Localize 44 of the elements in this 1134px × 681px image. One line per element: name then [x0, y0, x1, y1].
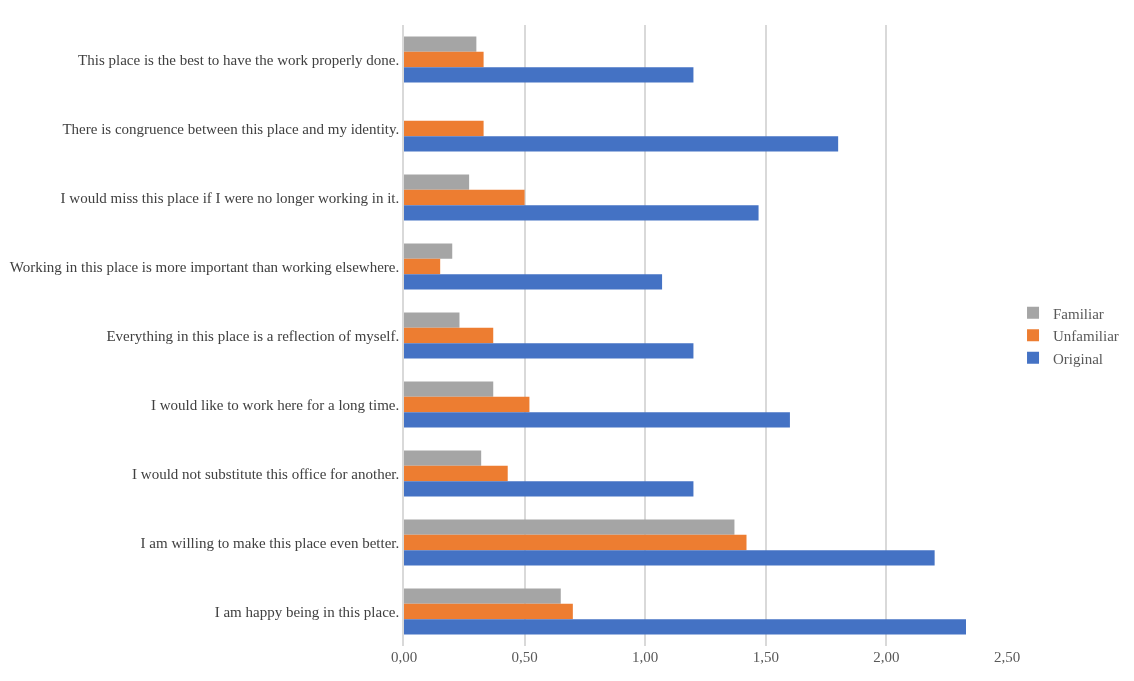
- bar: [404, 619, 966, 635]
- bar: [404, 603, 573, 620]
- bar: [404, 519, 735, 535]
- bar: [404, 189, 525, 206]
- legend-label: Original: [1053, 350, 1104, 367]
- bar: [404, 51, 484, 68]
- y-tick-label: I would miss this place if I were no longer working in it.: [60, 189, 400, 206]
- bar: [404, 550, 935, 566]
- bar: [404, 67, 694, 83]
- bar: [404, 120, 484, 137]
- x-tick-label: 1,50: [752, 649, 779, 665]
- bar: [404, 481, 694, 497]
- bar: [404, 381, 494, 397]
- bar: [404, 465, 508, 482]
- y-tick-label: This place is the best to have the work properly done.: [78, 51, 400, 68]
- y-tick-label: I am willing to make this place even better.: [140, 534, 400, 551]
- bar: [404, 534, 747, 551]
- bar: [404, 174, 470, 190]
- y-tick-label: Everything in this place is a reflection of myself.: [106, 327, 400, 344]
- y-tick-label: Working in this place is more important than working elsewhere.: [9, 258, 400, 275]
- bar: [404, 312, 460, 328]
- bar: [404, 258, 441, 275]
- x-tick-label: 0,00: [390, 649, 418, 665]
- x-tick-label: 1,00: [632, 649, 659, 665]
- bar: [404, 136, 839, 152]
- x-tick-label: 2,50: [993, 649, 1021, 665]
- bar: [404, 450, 482, 466]
- legend-label: Unfamiliar: [1053, 328, 1119, 345]
- bar: [404, 396, 530, 413]
- x-tick-label: 2,00: [873, 649, 900, 665]
- y-tick-label: There is congruence between this place and my identity.: [62, 120, 400, 137]
- x-tick-label: 0,50: [511, 649, 538, 665]
- bar: [404, 327, 494, 344]
- y-tick-label: I am happy being in this place.: [214, 603, 400, 620]
- y-tick-label: I would not substitute this office for another.: [132, 465, 400, 482]
- bar: [404, 588, 561, 604]
- bar: [404, 343, 694, 359]
- bar: [404, 412, 790, 428]
- legend-label: Familiar: [1053, 305, 1104, 322]
- bar: [404, 36, 477, 52]
- bar: [404, 274, 663, 290]
- bar: [404, 243, 453, 259]
- y-tick-label: I would like to work here for a long time.: [150, 396, 400, 413]
- bar: [404, 205, 759, 221]
